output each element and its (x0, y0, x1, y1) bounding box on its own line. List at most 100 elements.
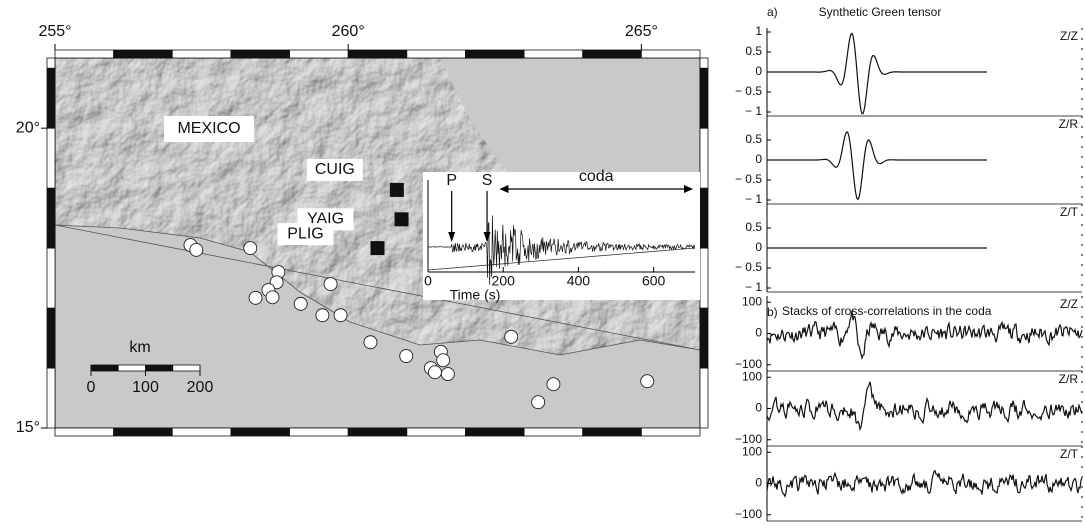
panel-title: Synthetic Green tensor (819, 5, 942, 19)
scale-tick-label: 100 (132, 379, 159, 396)
y-tick-label: 15° (16, 419, 40, 436)
border-segment (348, 50, 407, 58)
trace (767, 132, 987, 200)
border-segment (172, 428, 231, 436)
x-tick-label: 255° (38, 23, 71, 40)
x-tick-label: 260° (332, 23, 365, 40)
phase-label: S (482, 172, 493, 189)
scale-tick-label: 0 (87, 379, 96, 396)
scale-segment (118, 365, 145, 371)
station-label: CUIG (315, 161, 355, 178)
border-segment (47, 188, 55, 248)
border-segment (700, 368, 708, 428)
y-tick-label: − 0.5 (735, 172, 762, 186)
border-segment (47, 58, 55, 68)
x-tick-label: 200 (492, 273, 516, 289)
y-tick-label: 100 (742, 369, 762, 383)
border-segment (583, 428, 642, 436)
border-segment (641, 428, 700, 436)
trace-name: Z/R (1059, 372, 1079, 386)
trace-name: Z/T (1060, 447, 1079, 461)
border-segment (114, 50, 173, 58)
border-segment (47, 248, 55, 308)
event (324, 278, 337, 291)
y-tick-label: 0.5 (745, 44, 762, 58)
event (400, 350, 413, 363)
event (190, 243, 203, 256)
y-tick-label: − 1 (745, 104, 762, 118)
trace-name: Z/Z (1060, 29, 1078, 43)
border-segment (700, 248, 708, 308)
trace (767, 382, 1082, 430)
scale-segment (91, 365, 118, 371)
event (547, 378, 560, 391)
x-tick-label: 400 (567, 273, 591, 289)
border-segment (524, 50, 583, 58)
figure: MEXICO km Time (s) a) Synthetic Green te… (0, 0, 1085, 527)
border-segment (700, 188, 708, 248)
y-tick-label: 0 (755, 476, 762, 490)
border-segment (231, 428, 290, 436)
trace-name: Z/R (1059, 117, 1079, 131)
phase-label: P (446, 172, 457, 189)
event (437, 354, 450, 367)
scale-segment (173, 365, 200, 371)
inset-xlabel: Time (s) (450, 287, 501, 303)
border-segment (290, 50, 349, 58)
scale-tick-label: 200 (187, 379, 214, 396)
y-tick-label: −100 (735, 507, 762, 521)
trace (767, 33, 987, 113)
station (395, 212, 409, 226)
event (316, 309, 329, 322)
panel-label: b) (767, 305, 778, 319)
x-tick-label: 0 (424, 273, 432, 289)
country-label: MEXICO (177, 120, 240, 137)
y-tick-label: 0 (755, 240, 762, 254)
event (441, 368, 454, 381)
border-segment (465, 428, 524, 436)
y-tick-label: 0 (755, 401, 762, 415)
event (532, 396, 545, 409)
border-segment (47, 308, 55, 368)
event (244, 242, 257, 255)
y-tick-label: 100 (742, 294, 762, 308)
coda-label: coda (579, 168, 614, 185)
station (390, 183, 404, 197)
y-tick-label: 0.5 (745, 220, 762, 234)
y-tick-label: 0 (755, 152, 762, 166)
border-segment (348, 428, 407, 436)
y-tick-label: − 1 (745, 280, 762, 294)
border-segment (290, 428, 349, 436)
border-segment (114, 428, 173, 436)
event (641, 375, 654, 388)
border-segment (524, 428, 583, 436)
scale-label: km (129, 339, 150, 356)
border-segment (641, 50, 700, 58)
scale-segment (146, 365, 173, 371)
border-segment (465, 50, 524, 58)
event (505, 330, 518, 343)
border-segment (47, 368, 55, 428)
panel-title: Stacks of cross-correlations in the coda (782, 304, 992, 318)
trace-name: Z/Z (1060, 297, 1078, 311)
event (249, 291, 262, 304)
station (371, 241, 385, 255)
trace-name: Z/T (1060, 205, 1079, 219)
y-tick-label: − 0.5 (735, 84, 762, 98)
border-segment (55, 428, 114, 436)
border-segment (47, 68, 55, 128)
y-tick-label: 0 (755, 64, 762, 78)
panel-label: a) (767, 5, 778, 19)
border-segment (47, 128, 55, 188)
station-label: PLIG (287, 225, 323, 242)
border-segment (407, 428, 466, 436)
event (266, 291, 279, 304)
y-tick-label: − 1 (745, 192, 762, 206)
y-tick-label: 0.5 (745, 132, 762, 146)
y-tick-label: − 0.5 (735, 260, 762, 274)
border-segment (583, 50, 642, 58)
border-segment (55, 50, 114, 58)
border-segment (700, 308, 708, 368)
y-tick-label: 1 (755, 24, 762, 38)
event (334, 309, 347, 322)
